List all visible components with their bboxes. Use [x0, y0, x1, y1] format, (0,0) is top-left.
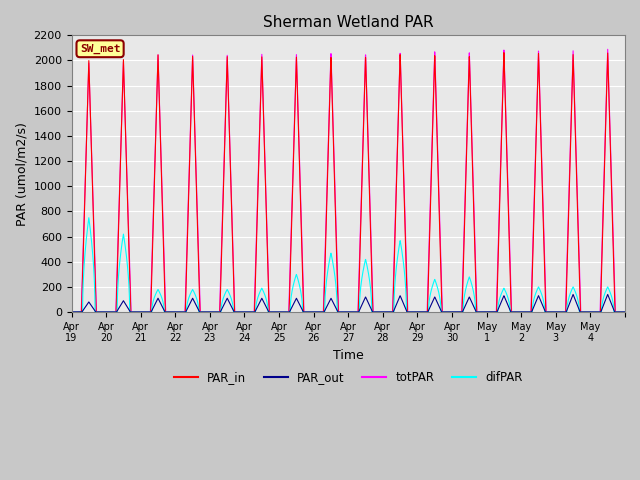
PAR_out	[369, 309, 376, 315]
totPAR	[182, 266, 190, 272]
Text: SW_met: SW_met	[80, 44, 120, 54]
PAR_in	[369, 305, 376, 311]
Y-axis label: PAR (umol/m2/s): PAR (umol/m2/s)	[15, 122, 28, 226]
totPAR	[68, 309, 76, 315]
totPAR	[604, 47, 612, 52]
difPAR	[369, 309, 377, 315]
Title: Sherman Wetland PAR: Sherman Wetland PAR	[263, 15, 433, 30]
PAR_in	[621, 309, 629, 315]
totPAR	[621, 309, 629, 315]
PAR_in	[500, 50, 508, 56]
PAR_out	[541, 309, 549, 315]
PAR_out	[68, 309, 76, 315]
PAR_in	[182, 276, 190, 282]
Line: totPAR: totPAR	[72, 49, 625, 312]
totPAR	[527, 300, 535, 306]
PAR_out	[527, 309, 535, 315]
totPAR	[500, 49, 508, 55]
difPAR	[541, 309, 549, 315]
totPAR	[541, 287, 549, 292]
PAR_out	[604, 291, 612, 297]
difPAR	[182, 309, 190, 314]
Line: PAR_out: PAR_out	[72, 294, 625, 312]
PAR_out	[500, 293, 508, 299]
PAR_in	[541, 302, 549, 308]
difPAR	[399, 252, 406, 258]
difPAR	[621, 309, 629, 315]
difPAR	[68, 309, 76, 315]
X-axis label: Time: Time	[333, 349, 364, 362]
Legend: PAR_in, PAR_out, totPAR, difPAR: PAR_in, PAR_out, totPAR, difPAR	[170, 367, 527, 389]
PAR_out	[182, 308, 190, 314]
PAR_out	[399, 298, 406, 304]
difPAR	[527, 309, 535, 315]
PAR_out	[621, 309, 629, 315]
PAR_in	[500, 57, 508, 62]
PAR_in	[68, 309, 76, 315]
difPAR	[85, 215, 93, 221]
difPAR	[500, 286, 508, 291]
PAR_in	[527, 308, 535, 313]
PAR_in	[399, 130, 406, 135]
totPAR	[399, 125, 406, 131]
Line: PAR_in: PAR_in	[72, 53, 625, 312]
Line: difPAR: difPAR	[72, 218, 625, 312]
totPAR	[369, 294, 376, 300]
